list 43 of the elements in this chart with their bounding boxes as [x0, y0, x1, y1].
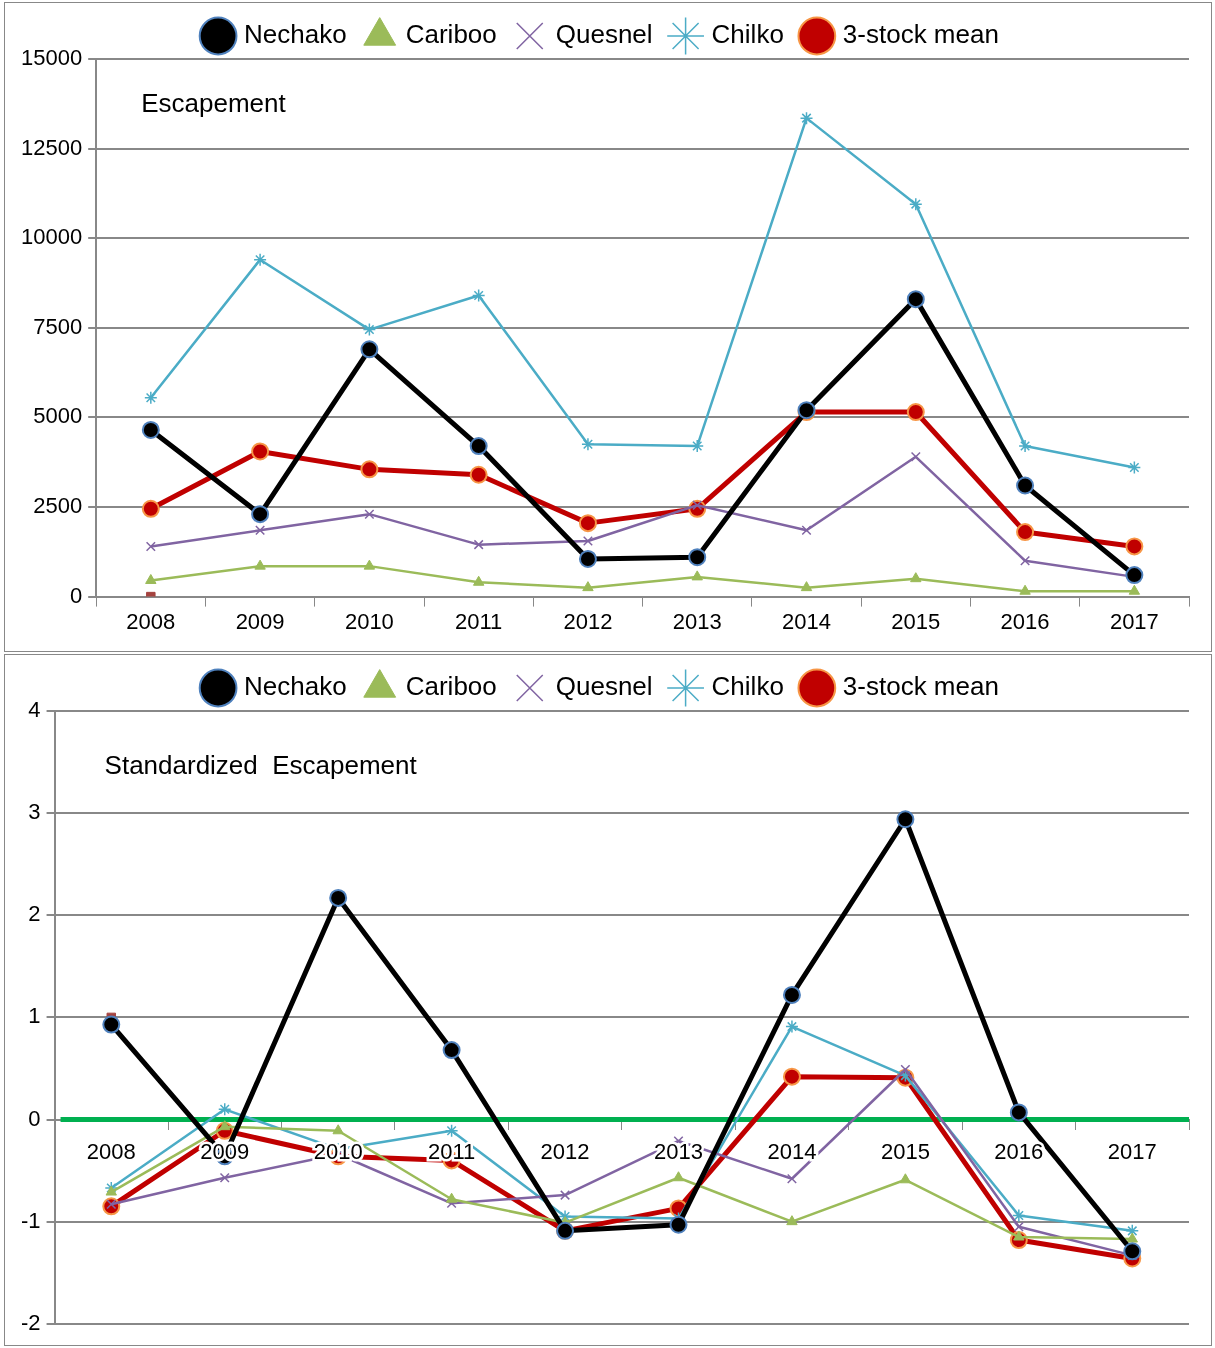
y-tick-label: -1 — [21, 1207, 41, 1233]
y-tick-label: 2 — [28, 901, 41, 927]
x-tick-label: 2008 — [126, 608, 176, 634]
legend-label: Chilko — [711, 671, 784, 702]
y-tick-label: 4 — [28, 697, 41, 723]
text: Escapement — [141, 88, 287, 119]
legend-label: Cariboo — [405, 19, 497, 50]
y-tick-label: 5000 — [33, 403, 83, 429]
x-tick-label: 2017 — [1109, 608, 1159, 634]
x-tick-label: 2009 — [235, 608, 285, 634]
x-tick-label: 2015 — [880, 1138, 930, 1164]
text: Standardized Escapement — [104, 750, 418, 781]
y-tick-label: 1 — [28, 1003, 41, 1029]
x-tick-label: 2014 — [782, 608, 831, 634]
x-tick-label: 2011 — [455, 608, 503, 634]
x-tick-label: 2008 — [86, 1138, 136, 1164]
legend-label: Quesnel — [555, 671, 653, 702]
y-tick-label: -2 — [21, 1309, 41, 1335]
legend-label: 3-stock mean — [842, 19, 999, 50]
legend-label: Nechako — [244, 19, 347, 50]
y-tick-label: 7500 — [33, 313, 83, 339]
legend-label: 3-stock mean — [842, 671, 999, 702]
y-tick-label: 3 — [28, 799, 41, 825]
x-tick-label: 2016 — [994, 1138, 1044, 1164]
x-tick-label: 2016 — [1000, 608, 1050, 634]
x-tick-label: 2013 — [654, 1138, 703, 1164]
x-tick-label: 2017 — [1107, 1138, 1157, 1164]
y-tick-label: 2500 — [33, 493, 83, 519]
y-tick-label: 0 — [69, 582, 83, 608]
y-tick-label: 0 — [28, 1105, 41, 1131]
x-tick-label: 2014 — [767, 1138, 817, 1164]
legend-label: Chilko — [711, 19, 784, 50]
legend-label: Quesnel — [555, 19, 653, 50]
y-tick-label: 10000 — [20, 224, 83, 250]
x-tick-label: 2012 — [563, 608, 613, 634]
legend-label: Cariboo — [405, 671, 497, 702]
y-tick-label: 15000 — [20, 45, 83, 71]
y-tick-label: 12500 — [20, 134, 83, 160]
x-tick-label: 2015 — [891, 608, 941, 634]
x-tick-label: 2012 — [540, 1138, 590, 1164]
x-tick-label: 2010 — [344, 608, 394, 634]
legend-label: Nechako — [244, 671, 347, 702]
x-tick-label: 2013 — [672, 608, 722, 634]
